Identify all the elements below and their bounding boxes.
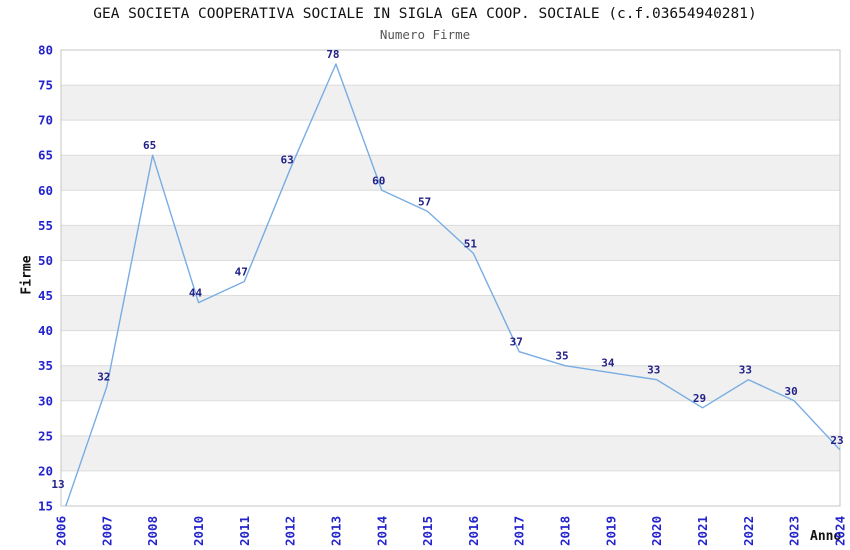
plot-band [61, 365, 840, 401]
data-label: 30 [785, 385, 798, 398]
data-label: 65 [143, 139, 156, 152]
y-tick-label: 50 [38, 253, 53, 268]
data-label: 44 [189, 287, 203, 300]
data-label: 34 [601, 357, 615, 370]
y-tick-label: 75 [38, 78, 53, 93]
y-tick-label: 55 [38, 218, 53, 233]
x-tick-label: 2017 [512, 516, 527, 546]
x-tick-label: 2019 [603, 516, 618, 546]
y-tick-label: 65 [38, 148, 53, 163]
y-tick-label: 40 [38, 323, 53, 338]
data-label: 60 [372, 174, 385, 187]
data-label: 13 [51, 478, 64, 491]
y-tick-label: 45 [38, 288, 53, 303]
data-label: 51 [464, 237, 478, 250]
plot-band [61, 435, 840, 471]
y-tick-label: 25 [38, 428, 53, 443]
plot-band [61, 295, 840, 331]
x-tick-label: 2008 [145, 516, 160, 546]
y-tick-label: 70 [38, 113, 53, 128]
data-label: 35 [555, 350, 568, 363]
plot-area [60, 49, 841, 507]
data-label: 23 [830, 434, 843, 447]
series-line [65, 63, 840, 506]
x-tick-label: 2018 [558, 516, 573, 546]
plot-band [61, 225, 840, 261]
data-label: 63 [280, 153, 293, 166]
data-label: 32 [97, 371, 110, 384]
data-label: 33 [647, 364, 660, 377]
plot-band [61, 155, 840, 191]
y-tick-label: 35 [38, 358, 53, 373]
x-tick-label: 2010 [191, 516, 206, 546]
x-tick-label: 2015 [420, 516, 435, 546]
x-tick-label: 2006 [54, 516, 69, 546]
x-tick-label: 2012 [283, 516, 298, 546]
x-tick-label: 2014 [374, 516, 389, 546]
y-tick-label: 20 [38, 463, 53, 478]
x-tick-label: 2011 [237, 516, 252, 546]
chart-subtitle: Numero Firme [379, 27, 471, 42]
x-tick-label: 2013 [328, 516, 343, 546]
x-tick-label: 2022 [741, 516, 756, 546]
y-tick-label: 30 [38, 393, 53, 408]
x-tick-label: 2024 [833, 516, 848, 546]
data-label: 78 [326, 48, 339, 61]
y-tick-label: 60 [38, 183, 53, 198]
data-label: 29 [693, 392, 706, 405]
x-tick-label: 2007 [99, 516, 114, 546]
x-tick-label: 2023 [787, 516, 802, 546]
y-tick-label: 15 [38, 499, 53, 514]
data-label: 37 [510, 336, 523, 349]
data-label: 33 [739, 364, 752, 377]
x-tick-label: 2020 [649, 516, 664, 546]
plot-band [61, 85, 840, 121]
x-axis-title: Anno [810, 529, 842, 544]
y-tick-label: 80 [38, 43, 53, 58]
data-label: 47 [235, 266, 248, 279]
chart-title: GEA SOCIETA COOPERATIVA SOCIALE IN SIGLA… [93, 6, 757, 22]
data-label: 57 [418, 195, 431, 208]
x-tick-label: 2021 [695, 516, 710, 546]
x-tick-label: 2016 [466, 516, 481, 546]
